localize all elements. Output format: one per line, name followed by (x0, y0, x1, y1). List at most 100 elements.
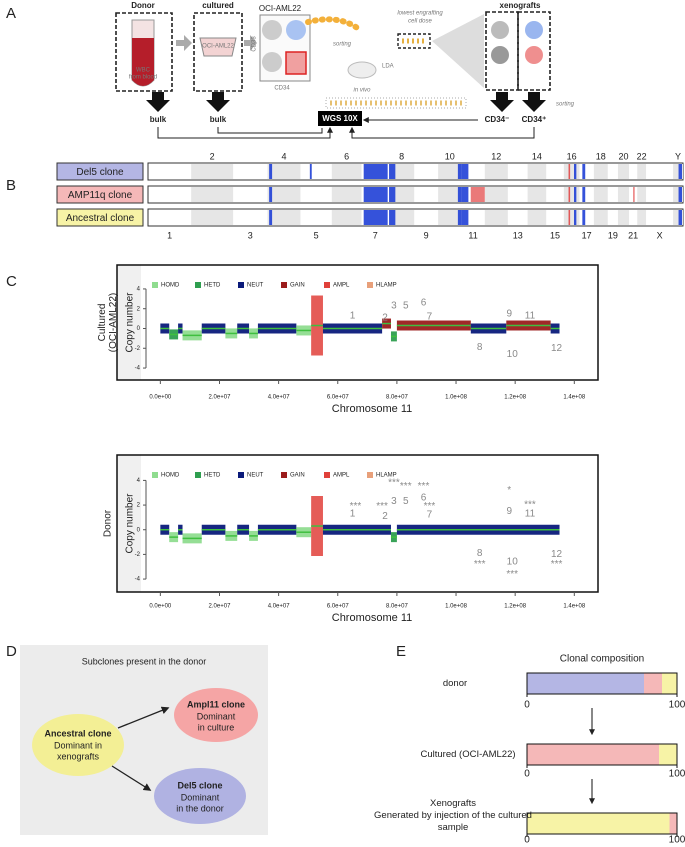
chrom-label: 5 (314, 230, 319, 240)
category-label: Cultured (OCI-AML22) (420, 749, 515, 760)
chrom-label: Y (675, 151, 681, 161)
clone-name: Ancestral clone (44, 728, 111, 738)
chrom-label: 21 (628, 230, 638, 240)
annotation: 8 (477, 548, 483, 559)
x-tick-label: 2.0e+07 (209, 604, 232, 610)
annotation: *** (424, 501, 436, 512)
legend-swatch (324, 282, 330, 288)
cn-event (269, 210, 273, 225)
cn-event (574, 187, 577, 202)
chrom-shade (191, 210, 234, 225)
x-tick-label: 1.2e+08 (504, 395, 527, 401)
chrom-label: 14 (532, 151, 542, 161)
clone-note: Dominant (197, 711, 236, 721)
label: sorting (333, 42, 352, 48)
chrom-shade (527, 187, 547, 202)
cone (432, 14, 484, 88)
side-strip (117, 265, 141, 380)
chrom-shade (438, 210, 462, 225)
clone-note: Dominant in (54, 740, 102, 750)
y-tick-label: 4 (137, 478, 141, 484)
cn-event (582, 164, 586, 179)
label: Donor (131, 1, 155, 10)
chrom-label: 11 (468, 230, 477, 240)
x-tick-label: 100 (669, 835, 685, 846)
arrow (146, 92, 170, 112)
annotation: * (507, 485, 511, 496)
chrom-label: 10 (445, 151, 455, 161)
clone-box (56, 162, 144, 181)
cn-event (582, 210, 586, 225)
title: Subclones present in the donor (82, 656, 207, 666)
chrom-label: 6 (344, 151, 349, 161)
legend-label: HOMD (161, 283, 180, 289)
x-tick-label: 0.0e+00 (149, 395, 172, 401)
chrom-label: 16 (567, 151, 577, 161)
annotation: 11 (525, 508, 536, 519)
category-label: Xenografts (430, 798, 476, 809)
category-label: sample (438, 822, 469, 833)
cn-event (461, 187, 469, 202)
legend-swatch (195, 282, 201, 288)
arrow (522, 92, 546, 112)
arrow (117, 706, 170, 729)
legend-label: HLAMP (376, 283, 397, 289)
panel-a: Donor WBC from blood cultured OCI-AML22 … (115, 1, 575, 139)
chrom-label: 2 (210, 151, 215, 161)
annotation: *** (350, 501, 362, 512)
chrom-shade (267, 210, 301, 225)
chrom-shade (673, 210, 683, 225)
y-tick-label: -4 (135, 366, 141, 372)
chrom-shade (484, 187, 508, 202)
cn-event (678, 210, 683, 225)
annotation: *** (506, 569, 518, 580)
side-label: Donor (103, 509, 114, 537)
x-tick-label: 2.0e+07 (209, 395, 232, 401)
y-axis-label: Copy number (125, 292, 136, 353)
cn-event (269, 164, 273, 179)
legend-swatch (281, 282, 287, 288)
x-tick-label: 4.0e+07 (268, 604, 291, 610)
bar-segment (669, 813, 677, 834)
chrom-label: 22 (637, 151, 647, 161)
annotation: 8 (477, 342, 483, 353)
annotation: *** (388, 478, 400, 489)
connector (217, 127, 323, 134)
x-tick-label: 0 (524, 700, 530, 711)
chrom-shade (267, 164, 301, 179)
arrow (111, 765, 152, 791)
chrom-label: 3 (248, 230, 253, 240)
connector (157, 126, 333, 139)
annotation: 10 (507, 556, 519, 567)
annotation: 3 (391, 496, 397, 507)
clone-name: Ampl11 clone (187, 699, 245, 709)
bar-frame (526, 672, 678, 695)
y-tick-label: -4 (135, 577, 141, 583)
chrom-label: 15 (550, 230, 560, 240)
clone-note: Dominant (181, 792, 220, 802)
legend-swatch (367, 472, 373, 478)
label: lowest engrafting (397, 11, 443, 17)
annotation: 1 (350, 310, 356, 321)
label: CD34⁺ (522, 115, 547, 124)
annotation: *** (524, 500, 536, 511)
x-tick-label: 1.4e+08 (563, 395, 586, 401)
side-label: (OCI-AML22) (108, 293, 119, 352)
cn-event (461, 210, 469, 225)
chrom-shade (438, 164, 462, 179)
chrom-label: 18 (596, 151, 606, 161)
panel-label: C (6, 273, 17, 290)
x-tick-label: 4.0e+07 (268, 395, 291, 401)
chrom-shade (617, 187, 630, 202)
annotation: *** (418, 481, 430, 492)
annotation: 12 (551, 343, 563, 354)
annotation: 9 (506, 506, 512, 517)
label: cell dose (408, 19, 432, 25)
label: WBC (136, 68, 151, 74)
legend-label: HETD (204, 473, 221, 479)
x-tick-label: 0 (524, 835, 530, 846)
legend-swatch (152, 282, 158, 288)
chrom-label: X (657, 230, 663, 240)
